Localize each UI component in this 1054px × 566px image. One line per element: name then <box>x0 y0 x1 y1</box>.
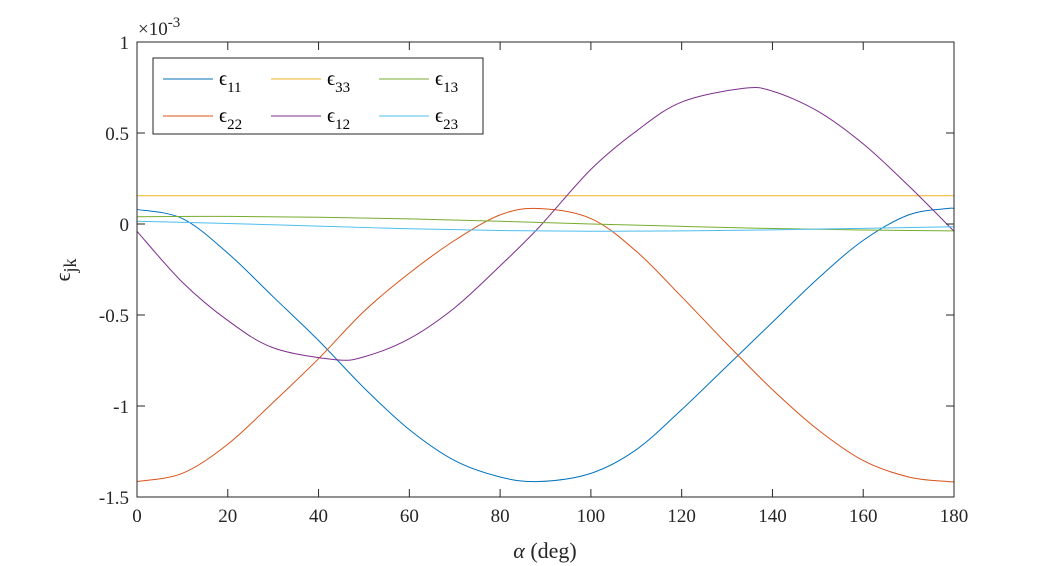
x-tick-label: 80 <box>491 506 510 527</box>
y-tick-label: 0.5 <box>105 124 129 145</box>
y-exponent-power: -3 <box>168 15 181 31</box>
x-tick-label: 40 <box>309 506 328 527</box>
legend-label-22: ϵ22 <box>219 105 242 133</box>
x-axis-symbol: α <box>513 538 525 563</box>
y-tick-label: 0 <box>120 215 130 236</box>
series-line-23 <box>136 220 955 232</box>
y-axis-label: ϵjk <box>50 259 80 282</box>
legend-label-33: ϵ33 <box>327 68 350 96</box>
x-tick-label: 120 <box>667 506 696 527</box>
legend-label-23: ϵ23 <box>435 105 458 133</box>
x-axis-text: (deg) <box>525 538 577 563</box>
x-tick-label: 0 <box>132 506 142 527</box>
y-exponent: ×10-3 <box>138 15 180 40</box>
y-tick-label: -1.5 <box>99 488 129 509</box>
y-tick-label: 1 <box>120 33 130 54</box>
series-line-22 <box>136 207 955 483</box>
legend-label-13: ϵ13 <box>435 68 458 96</box>
y-exponent-prefix: ×10 <box>138 19 168 40</box>
x-tick-label: 100 <box>577 506 606 527</box>
x-tick-label: 140 <box>758 506 787 527</box>
plot-frame <box>136 41 955 498</box>
y-tick-label: -1 <box>113 397 129 418</box>
x-tick-label: 20 <box>218 506 237 527</box>
series-line-12 <box>136 86 955 361</box>
x-tick-label: 180 <box>940 506 969 527</box>
tick-layer: 0 20 40 60 80 100 120 140 160 180 1 0.5 0 -0.5 -1 -1.5 <box>99 33 968 527</box>
x-tick-label: 160 <box>849 506 878 527</box>
legend-box <box>152 57 484 135</box>
legend-label-12: ϵ12 <box>327 105 350 133</box>
y-axis-sub: jk <box>60 259 80 274</box>
x-axis-label: α (deg) <box>513 538 576 563</box>
series-layer <box>136 86 955 483</box>
legend: ϵ11 ϵ22 ϵ33 ϵ12 ϵ13 ϵ23 <box>152 57 484 135</box>
y-axis-symbol: ϵ <box>50 272 75 281</box>
legend-label-11: ϵ11 <box>219 68 242 96</box>
series-line-11 <box>136 207 955 483</box>
legend-items: ϵ11 ϵ22 ϵ33 ϵ12 ϵ13 ϵ23 <box>163 68 458 133</box>
x-tick-label: 60 <box>400 506 419 527</box>
y-tick-label: -0.5 <box>99 306 129 327</box>
